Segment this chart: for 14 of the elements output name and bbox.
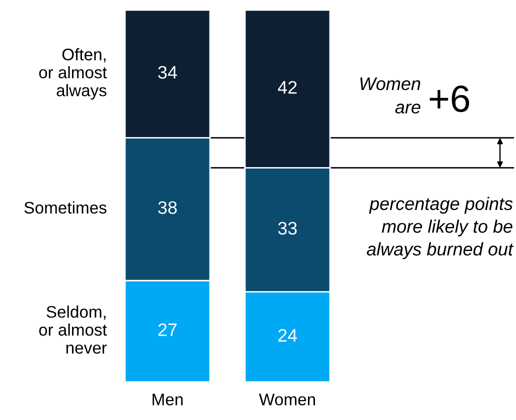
x-tick-label: Women	[259, 394, 315, 406]
text: percentage points more likely to be always burned out	[366, 196, 514, 260]
x-tick-label: Men	[152, 394, 183, 406]
text: Women are	[360, 78, 420, 114]
data-label: 24	[278, 328, 298, 342]
series-label: Often, or almost always	[39, 48, 107, 100]
data-label: 33	[278, 222, 297, 235]
series-label: Seldom, or almost never	[39, 306, 107, 354]
text: +6	[430, 86, 470, 112]
data-label: 34	[158, 66, 178, 79]
series-label: Sometimes	[24, 201, 106, 214]
data-label: 42	[278, 80, 297, 94]
data-label: 27	[158, 323, 177, 336]
data-label: 38	[158, 201, 177, 214]
